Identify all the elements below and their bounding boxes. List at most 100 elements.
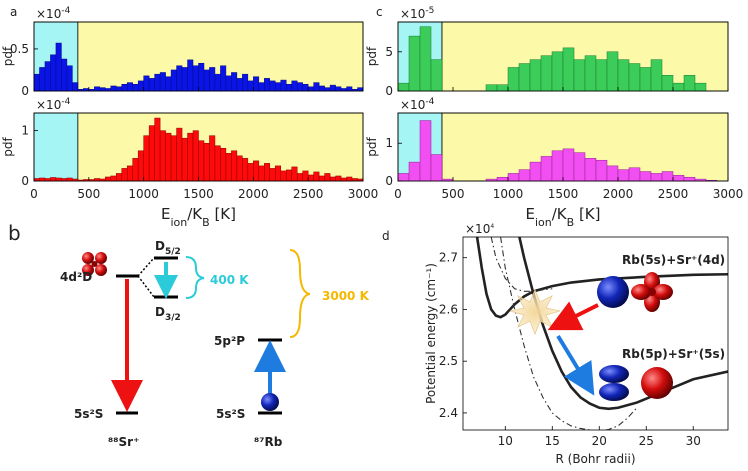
- x-axis-label: R (Bohr radii): [555, 452, 635, 466]
- bar: [584, 55, 597, 92]
- potential-curve: [490, 237, 553, 292]
- bar: [672, 82, 685, 92]
- bar: [313, 82, 320, 92]
- bar: [285, 84, 292, 92]
- x-tick-label: 2500: [658, 187, 689, 201]
- bar: [496, 84, 509, 92]
- exponent-power: -4: [61, 6, 70, 16]
- bar: [225, 75, 232, 92]
- bar: [540, 55, 553, 92]
- bar: [335, 86, 342, 92]
- bar: [329, 84, 336, 92]
- x-axis-label-part: B: [567, 216, 575, 229]
- bar: [275, 165, 281, 182]
- y-tick-label: 2.6: [439, 302, 458, 316]
- bar: [148, 125, 155, 182]
- bar: [39, 177, 46, 182]
- bar: [143, 75, 150, 92]
- d-orbital-icon: [82, 252, 107, 276]
- bar: [628, 63, 641, 92]
- bar: [143, 135, 150, 182]
- bar: [302, 84, 309, 92]
- bar: [313, 171, 320, 182]
- bar: [529, 59, 542, 92]
- x-tick-label: 30: [686, 434, 701, 448]
- bar: [551, 150, 564, 182]
- bar: [132, 158, 139, 182]
- bar: [280, 170, 287, 182]
- x-tick-label: 2000: [238, 187, 269, 201]
- y-tick-label: 1: [21, 124, 29, 138]
- bar: [694, 82, 707, 92]
- bar: [181, 137, 188, 182]
- bar: [198, 140, 205, 182]
- bar: [236, 155, 243, 182]
- bar: [280, 79, 287, 92]
- axis-exponent: ×104: [465, 222, 494, 236]
- y-axis-label: pdf: [365, 46, 379, 66]
- bar: [181, 67, 188, 92]
- x-axis-label-part: /K: [552, 205, 568, 223]
- bar: [94, 86, 101, 92]
- x-axis-label-part: E: [526, 205, 535, 223]
- bar: [50, 54, 57, 92]
- bar: [329, 176, 336, 182]
- bar: [291, 80, 298, 92]
- bar: [650, 173, 663, 182]
- bar: [126, 82, 133, 92]
- bar: [264, 78, 271, 92]
- bar: [296, 82, 303, 92]
- bar: [529, 161, 542, 182]
- level-label: 4d²D: [60, 270, 92, 284]
- y-tick-label: 0: [21, 174, 29, 188]
- p-orbital-icon: [599, 365, 629, 401]
- bar: [203, 142, 210, 182]
- bar: [253, 160, 260, 182]
- bar: [148, 78, 155, 92]
- bar: [198, 62, 205, 92]
- potential-decorations: [509, 272, 673, 401]
- bar: [650, 59, 663, 92]
- bar: [307, 86, 314, 92]
- exponent-base: ×10: [36, 98, 61, 112]
- bar: [214, 73, 221, 92]
- exponent-base: ×10: [400, 7, 425, 21]
- x-axis-label-part: /K: [187, 205, 203, 223]
- bar: [154, 117, 161, 182]
- bar: [170, 135, 177, 182]
- y-tick-label: 5: [385, 45, 393, 59]
- bar: [335, 175, 342, 182]
- y-tick-label: 0: [385, 84, 393, 98]
- exponent-base: ×10: [400, 98, 425, 112]
- bar: [121, 84, 128, 92]
- bar: [72, 82, 79, 92]
- bar: [247, 80, 254, 92]
- x-tick-label: 500: [77, 187, 100, 201]
- x-tick-label: 3000: [348, 187, 379, 201]
- bar: [318, 85, 325, 92]
- y-tick-label: 2.5: [439, 354, 458, 368]
- y-tick-label: 1: [385, 136, 393, 150]
- bar: [485, 84, 498, 92]
- x-axis-label-part: [K]: [210, 205, 236, 223]
- bar: [340, 177, 347, 182]
- bar: [628, 167, 641, 182]
- bar: [55, 177, 62, 182]
- bar: [33, 73, 40, 92]
- x-tick-label: 0: [30, 187, 38, 201]
- bar: [318, 175, 325, 182]
- bar: [66, 177, 73, 182]
- species-label: ⁸⁸Sr⁺: [108, 435, 139, 449]
- bar: [170, 69, 177, 92]
- bar: [159, 130, 166, 182]
- x-axis-label: Eion/KB [K]: [161, 205, 236, 229]
- bar: [121, 168, 128, 182]
- bar: [209, 135, 216, 182]
- level-label: D3/2: [155, 305, 181, 323]
- bar: [683, 75, 696, 92]
- bar: [562, 148, 575, 182]
- bar: [165, 76, 172, 92]
- bar: [307, 174, 314, 182]
- bar: [357, 87, 364, 92]
- bar: [203, 69, 210, 92]
